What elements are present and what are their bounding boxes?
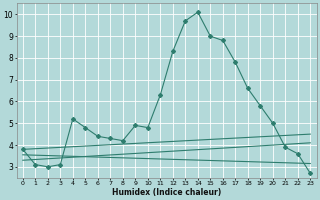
- X-axis label: Humidex (Indice chaleur): Humidex (Indice chaleur): [112, 188, 221, 197]
